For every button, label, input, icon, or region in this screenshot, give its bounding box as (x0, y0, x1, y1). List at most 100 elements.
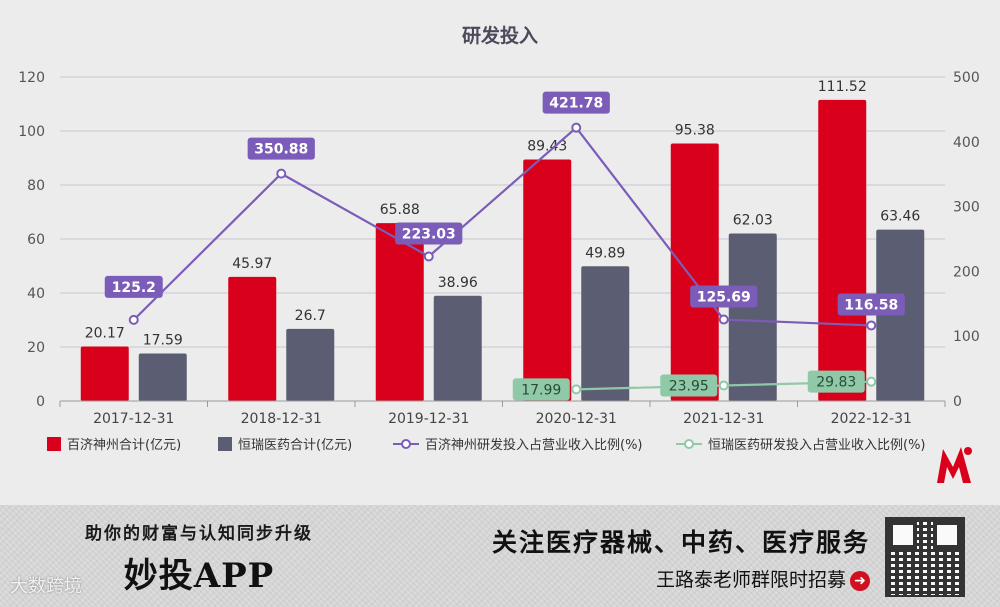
line-label-box (247, 137, 315, 160)
line-point (866, 376, 877, 387)
y-left-tick-label: 0 (36, 394, 45, 410)
line-label-box (542, 91, 610, 114)
y-right-tick-label: 500 (953, 70, 980, 86)
legend-marker (401, 439, 411, 449)
y-right-tick-label: 300 (953, 200, 980, 216)
banner-recruit-link[interactable]: 王路泰老师群限时招募 ➜ (440, 565, 870, 592)
watermark: 大数跨境 (10, 576, 82, 597)
line-data-label: 116.58 (844, 297, 898, 313)
y-left-tick-label: 120 (18, 70, 45, 86)
bar-data-label: 65.88 (380, 202, 420, 218)
line-label-box (660, 374, 718, 397)
x-axis: 2017-12-31 2018-12-31 2019-12-31 2020-12-31… (59, 400, 946, 427)
y-right-tick-label: 400 (953, 135, 980, 151)
m-logo-icon (937, 447, 972, 483)
legend-label: 恒瑞医药研发投入占营业收入比例(%) (708, 437, 926, 453)
line-label-box (395, 222, 463, 245)
bar (670, 143, 719, 401)
legend: 百济神州合计(亿元) 恒瑞医药合计(亿元) 百济神州研发投入占营业收入比例(%) 恒瑞… (47, 437, 926, 453)
bar-data-label: 89.43 (527, 139, 567, 155)
line-data-label: 29.83 (816, 375, 856, 391)
line-point (571, 384, 582, 395)
y-left-tick-label: 100 (18, 124, 45, 140)
bar-data-label: 95.38 (675, 122, 715, 138)
y-right-tick-label: 100 (953, 329, 980, 345)
bar-data-label: 63.46 (880, 209, 920, 225)
x-tick-label: 2020-12-31 (536, 411, 617, 427)
bar (286, 328, 335, 401)
line-label-box (512, 378, 570, 401)
legend-swatch (47, 437, 61, 451)
bars-group (80, 99, 925, 402)
line-data-label: 125.2 (112, 280, 156, 296)
bar (80, 346, 129, 401)
banner-focus-text: 关注医疗器械、中药、医疗服务 (491, 528, 870, 557)
line-point (866, 320, 877, 331)
line-point (718, 314, 729, 325)
bar-data-label: 45.97 (232, 256, 272, 272)
bar-data-label: 49.89 (585, 245, 625, 261)
legend-marker (684, 439, 694, 449)
y-axis-left: 0 20 40 60 80 100 120 (18, 70, 45, 410)
line-point (718, 380, 729, 391)
promo-banner: 助你的财富与认知同步升级 妙投APP 关注医疗器械、中药、医疗服务 王路泰老师群… (0, 505, 1000, 607)
line-data-label: 23.95 (669, 378, 709, 394)
bar-data-label: 38.96 (438, 275, 478, 291)
line-point (571, 122, 582, 133)
lines-group: 125.2 350.88 223.03 421.78 125.69 116.58 17.99… (104, 91, 905, 401)
line-label-box (690, 285, 758, 308)
bar (728, 233, 777, 401)
banner-middle: 关注医疗器械、中药、医疗服务 王路泰老师群限时招募 ➜ (440, 523, 870, 592)
bar (228, 276, 277, 401)
line-data-label: 223.03 (402, 226, 456, 242)
legend-label: 百济神州合计(亿元) (67, 438, 181, 453)
y-left-tick-label: 20 (27, 340, 45, 356)
line-label-box (807, 370, 865, 393)
y-left-tick-label: 60 (27, 232, 45, 248)
line-data-label: 125.69 (697, 290, 751, 306)
legend-swatch (218, 437, 232, 451)
bar-data-label: 62.03 (733, 213, 773, 229)
line-label-box (837, 293, 905, 316)
grid-lines (60, 76, 945, 402)
bar-data-label: 20.17 (85, 326, 125, 342)
bar (433, 295, 482, 401)
bar (375, 223, 424, 401)
bar (523, 159, 572, 401)
y-left-tick-label: 40 (27, 286, 45, 302)
x-tick-label: 2019-12-31 (388, 411, 469, 427)
series-line (132, 126, 872, 327)
x-tick-label: 2017-12-31 (93, 411, 174, 427)
recruit-text: 王路泰老师群限时招募 (655, 569, 846, 591)
y-axis-right: 0 100 200 300 400 500 (953, 70, 980, 410)
x-tick-label: 2022-12-31 (831, 411, 912, 427)
line-label-box (104, 275, 163, 298)
bar (818, 99, 867, 402)
line-point (276, 168, 287, 179)
qr-code-icon[interactable] (885, 517, 965, 597)
y-left-tick-label: 80 (27, 178, 45, 194)
banner-left: 助你的财富与认知同步升级 妙投APP (64, 519, 334, 597)
bar-data-label: 17.59 (143, 333, 183, 349)
rd-investment-chart: 研发投入 0 20 40 60 80 100 120 0 100 200 300 400 500 20… (18, 24, 980, 483)
arrow-right-circle-icon: ➜ (850, 570, 870, 591)
line-data-label: 421.78 (549, 96, 603, 112)
bar-data-label: 26.7 (295, 308, 326, 324)
line-data-label: 17.99 (521, 382, 561, 398)
line-data-label: 350.88 (254, 142, 308, 158)
app-name: 妙投APP (123, 556, 275, 596)
y-right-tick-label: 0 (953, 394, 962, 410)
banner-slogan: 助你的财富与认知同步升级 (85, 524, 313, 544)
legend-label: 百济神州研发投入占营业收入比例(%) (425, 437, 643, 453)
y-right-tick-label: 200 (953, 264, 980, 280)
line-point (128, 314, 139, 325)
line-point (423, 251, 434, 262)
chart-title: 研发投入 (462, 24, 538, 47)
bar-labels-group: 20.17 45.97 65.88 89.43 95.38 111.52 17.59 26.7… (85, 79, 921, 349)
bar-data-label: 111.52 (818, 79, 867, 95)
x-tick-label: 2018-12-31 (241, 411, 322, 427)
bar (138, 353, 187, 401)
x-tick-label: 2021-12-31 (683, 411, 764, 427)
legend-label: 恒瑞医药合计(亿元) (238, 438, 352, 453)
bar (581, 266, 630, 401)
